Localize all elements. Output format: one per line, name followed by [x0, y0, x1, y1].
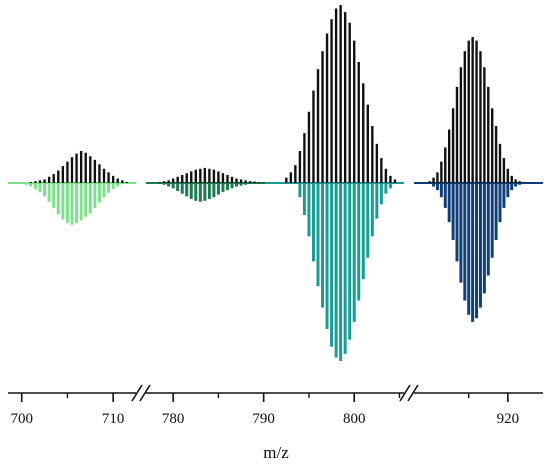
- x-axis-title: m/z: [263, 443, 289, 462]
- axis-break-mark-2-1: [399, 384, 411, 402]
- x-tick-label-800: 800: [343, 411, 366, 427]
- spectrum-bars: [20, 5, 525, 361]
- axis-break-mark-1-1: [131, 384, 143, 402]
- axis-break-mark-2-2: [407, 384, 419, 402]
- x-tick-label-920: 920: [497, 411, 520, 427]
- axis-break-mark-1-2: [139, 384, 151, 402]
- x-tick-label-700: 700: [10, 411, 33, 427]
- x-tick-label-710: 710: [102, 411, 125, 427]
- x-tick-label-790: 790: [252, 411, 275, 427]
- x-tick-label-780: 780: [162, 411, 185, 427]
- x-axis: 700 710 780 790 800 920: [8, 384, 543, 427]
